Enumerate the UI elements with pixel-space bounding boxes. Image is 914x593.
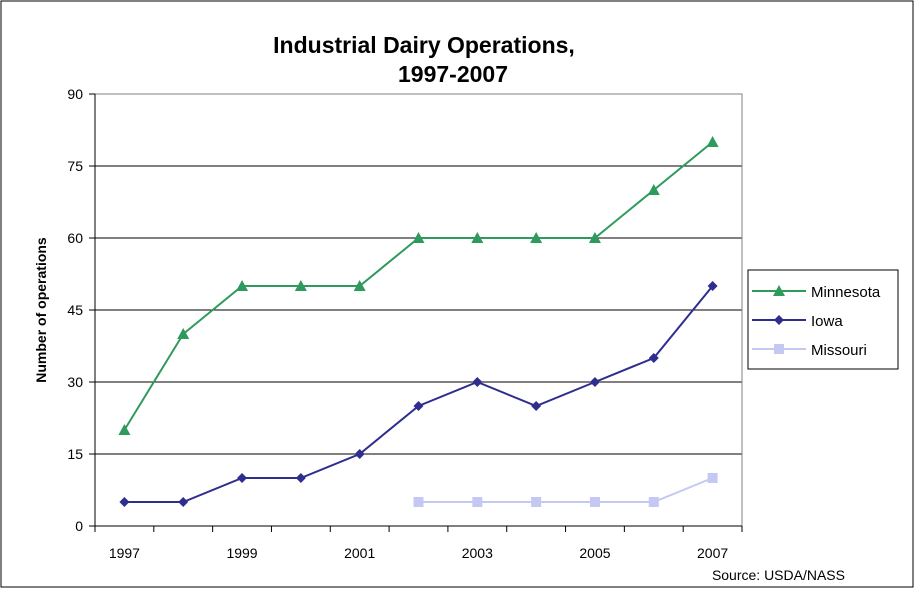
data-point-iowa [295,473,306,483]
data-point-minnesota [471,232,484,243]
chart-title-line1: Industrial Dairy Operations, [273,32,575,58]
y-tick-label: 0 [75,518,83,534]
data-point-minnesota [530,232,543,243]
data-point-minnesota [647,184,660,195]
legend-label: Missouri [811,342,867,359]
y-tick-label: 90 [67,86,83,102]
data-point-minnesota [118,424,131,435]
data-point-missouri [648,497,659,507]
data-point-minnesota [353,280,366,291]
data-point-missouri [531,497,542,507]
data-point-minnesota [294,280,307,291]
data-point-minnesota [177,328,190,339]
legend-item-minnesota: Minnesota [752,284,881,301]
data-point-iowa [119,497,130,507]
legend-label: Iowa [811,313,843,330]
x-tick-label: 2007 [697,545,728,561]
data-point-iowa [472,377,483,387]
x-tick-label: 2003 [462,545,493,561]
data-point-minnesota [706,136,719,147]
legend-item-iowa: Iowa [752,313,843,330]
data-point-missouri [413,497,424,507]
x-tick-label: 1999 [226,545,257,561]
data-point-iowa [589,377,600,387]
data-point-iowa [707,281,718,291]
data-point-missouri [589,497,600,507]
legend-item-missouri: Missouri [752,342,867,359]
data-point-iowa [413,401,424,411]
series-line-missouri [418,477,713,503]
data-point-missouri [707,473,718,483]
x-tick-label: 1997 [109,545,140,561]
series-layer [118,136,719,507]
legend-swatch-marker [774,315,784,325]
data-point-minnesota [588,232,601,243]
y-tick-label: 45 [67,302,83,318]
y-tick-label: 75 [67,158,83,174]
y-tick-label: 30 [67,374,83,390]
y-axis-ticks: 0 15 30 45 60 75 90 [67,86,95,534]
data-point-iowa [178,497,189,507]
data-point-iowa [531,401,542,411]
data-point-missouri [472,497,483,507]
series-iowa [119,281,718,507]
data-point-iowa [237,473,248,483]
legend: Minnesota Iowa Missouri [747,269,899,370]
legend-swatch-marker [773,285,785,296]
y-tick-label: 15 [67,446,83,462]
series-missouri [413,473,718,507]
gridlines [95,165,742,455]
legend-label: Minnesota [811,284,881,301]
data-point-minnesota [236,280,249,291]
x-tick-label: 2005 [579,545,610,561]
data-point-minnesota [412,232,425,243]
y-tick-label: 60 [67,230,83,246]
legend-swatch-marker [774,344,784,354]
chart-title-line2: 1997-2007 [398,61,508,87]
series-minnesota [118,136,719,435]
source-note: Source: USDA/NASS [712,567,845,583]
data-point-iowa [648,353,659,363]
y-axis-label: Number of operations [33,237,49,383]
data-point-iowa [354,449,365,459]
x-axis-ticks: 1997 1999 2001 2003 2005 2007 [94,526,743,561]
x-tick-label: 2001 [344,545,375,561]
